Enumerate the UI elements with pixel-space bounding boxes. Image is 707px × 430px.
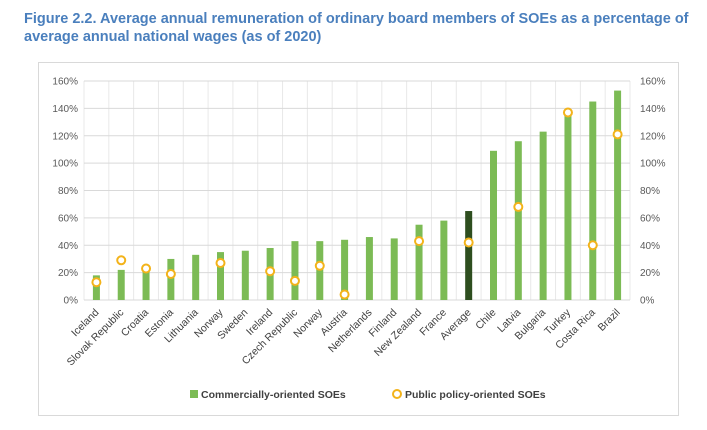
x-tick-label: Brazil: [596, 307, 623, 334]
marker-average: [463, 237, 474, 248]
bar-new-zealand: [415, 224, 423, 300]
bar-austria: [341, 239, 349, 300]
y-tick-label-left: 140%: [52, 104, 78, 115]
y-tick-label-left: 60%: [58, 213, 78, 224]
bar-iceland: [92, 275, 100, 300]
bar-sweden: [241, 250, 249, 300]
y-tick-label-right: 100%: [640, 159, 666, 170]
y-tick-label-left: 160%: [52, 77, 78, 88]
y-tick-label-left: 40%: [58, 241, 78, 252]
marker-czech-republic: [289, 275, 300, 286]
bar-layer: [92, 90, 622, 300]
marker-brazil: [612, 129, 623, 140]
bar-finland: [390, 238, 398, 300]
bar-france: [440, 220, 448, 300]
y-tick-label-right: 20%: [640, 268, 660, 279]
bar-brazil: [614, 90, 622, 300]
marker-new-zealand: [414, 236, 425, 247]
bar-croatia: [142, 267, 150, 300]
legend-marker-label: Public policy-oriented SOEs: [405, 389, 546, 401]
y-tick-label-left: 0%: [64, 296, 79, 307]
marker-slovak-republic: [116, 255, 127, 266]
bar-estonia: [167, 258, 175, 300]
bar-lithuania: [192, 254, 200, 300]
bar-latvia: [514, 141, 522, 300]
y-tick-label-left: 120%: [52, 131, 78, 142]
legend-bar-label: Commercially-oriented SOEs: [201, 389, 346, 401]
y-tick-label-right: 60%: [640, 213, 660, 224]
marker-croatia: [141, 263, 152, 274]
marker-iceland: [91, 277, 102, 288]
legend: Commercially-oriented SOEs Public policy…: [190, 389, 546, 401]
y-tick-label-right: 120%: [640, 131, 666, 142]
bar-average: [465, 211, 473, 300]
bar-czech-republic: [291, 241, 299, 300]
marker-norway: [215, 258, 226, 269]
bar-chile: [490, 150, 497, 300]
marker-layer: [91, 107, 623, 300]
grid-layer: [83, 80, 631, 301]
marker-norway: [314, 260, 325, 271]
figure-title: Figure 2.2. Average annual remuneration …: [24, 11, 689, 45]
bar-norway: [217, 252, 224, 300]
bar-turkey: [564, 112, 572, 300]
y-tick-label-right: 80%: [640, 186, 660, 197]
y-tick-label-left: 100%: [52, 159, 78, 170]
marker-estonia: [165, 268, 176, 279]
marker-turkey: [562, 107, 573, 118]
marker-costa-rica: [587, 240, 598, 251]
y-axis-left: 0% 20% 40% 60% 80% 100% 120% 140% 160%: [52, 77, 78, 307]
chart-frame: [38, 62, 679, 416]
y-axis-right: 0% 20% 40% 60% 80% 100% 120% 140% 160%: [640, 77, 666, 307]
marker-latvia: [513, 201, 524, 212]
bar-netherlands: [365, 237, 373, 300]
y-tick-label-right: 140%: [640, 104, 666, 115]
legend-marker-swatch: [392, 389, 402, 399]
y-tick-label-right: 160%: [640, 77, 666, 88]
x-tick-label: Norway: [291, 306, 325, 340]
y-tick-label-left: 20%: [58, 268, 78, 279]
bar-slovak-republic: [117, 269, 125, 300]
legend-bar-swatch: [190, 390, 198, 398]
x-tick-label: Chile: [473, 307, 499, 333]
bar-costa-rica: [589, 101, 597, 300]
y-tick-label-right: 0%: [640, 296, 655, 307]
marker-austria: [339, 289, 350, 300]
y-tick-label-right: 40%: [640, 241, 660, 252]
marker-ireland: [265, 266, 276, 277]
y-tick-label-left: 80%: [58, 186, 78, 197]
bar-bulgaria: [539, 131, 547, 300]
